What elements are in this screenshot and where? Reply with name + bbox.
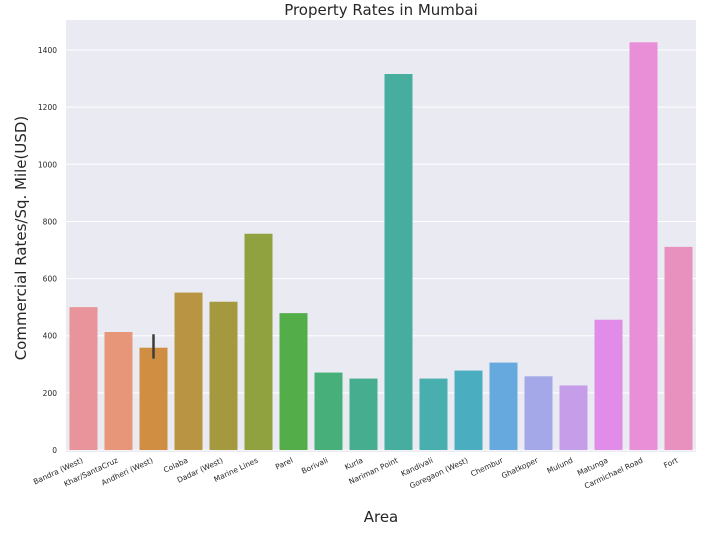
bar	[314, 372, 343, 450]
bar	[489, 362, 518, 450]
grid	[66, 49, 696, 451]
bar	[384, 74, 413, 450]
x-tick-label: Fort	[662, 456, 679, 470]
bar	[139, 347, 168, 450]
y-tick-label: 1000	[38, 160, 57, 169]
y-tick-label: 1200	[38, 103, 57, 112]
y-tick-label: 800	[43, 217, 58, 226]
bar	[629, 42, 658, 451]
y-tick-label: 600	[43, 275, 58, 284]
x-tick-label: Ghatkoper	[500, 455, 540, 480]
bar	[279, 313, 308, 450]
x-tick-label: Mulund	[546, 456, 575, 476]
y-tick-label: 400	[43, 332, 58, 341]
bar	[174, 292, 203, 450]
x-tick-label: Kurla	[343, 456, 364, 472]
bar	[104, 332, 133, 450]
y-axis-label: Commercial Rates/Sq. Mile(USD)	[12, 116, 30, 361]
y-tick-label: 0	[52, 446, 57, 455]
bar	[244, 233, 273, 450]
chart-title: Property Rates in Mumbai	[284, 1, 478, 19]
bar	[524, 376, 553, 450]
bar	[594, 319, 623, 450]
bar	[559, 385, 588, 450]
bar	[664, 246, 693, 450]
x-tick-label: Borivali	[300, 456, 329, 476]
x-tick-label: Chembur	[469, 455, 505, 478]
bar	[349, 378, 378, 450]
y-ticks: 0 200 400 600 800 1000 1200 1400	[38, 46, 57, 455]
plot-background	[66, 20, 696, 452]
bars	[69, 42, 693, 451]
bar	[454, 370, 483, 450]
y-tick-label: 1400	[38, 46, 57, 55]
y-tick-label: 200	[43, 389, 58, 398]
x-tick-label: Parel	[274, 456, 294, 472]
x-axis-label: Area	[364, 508, 399, 526]
bar	[69, 307, 98, 450]
bar	[419, 378, 448, 450]
bar	[209, 301, 238, 450]
